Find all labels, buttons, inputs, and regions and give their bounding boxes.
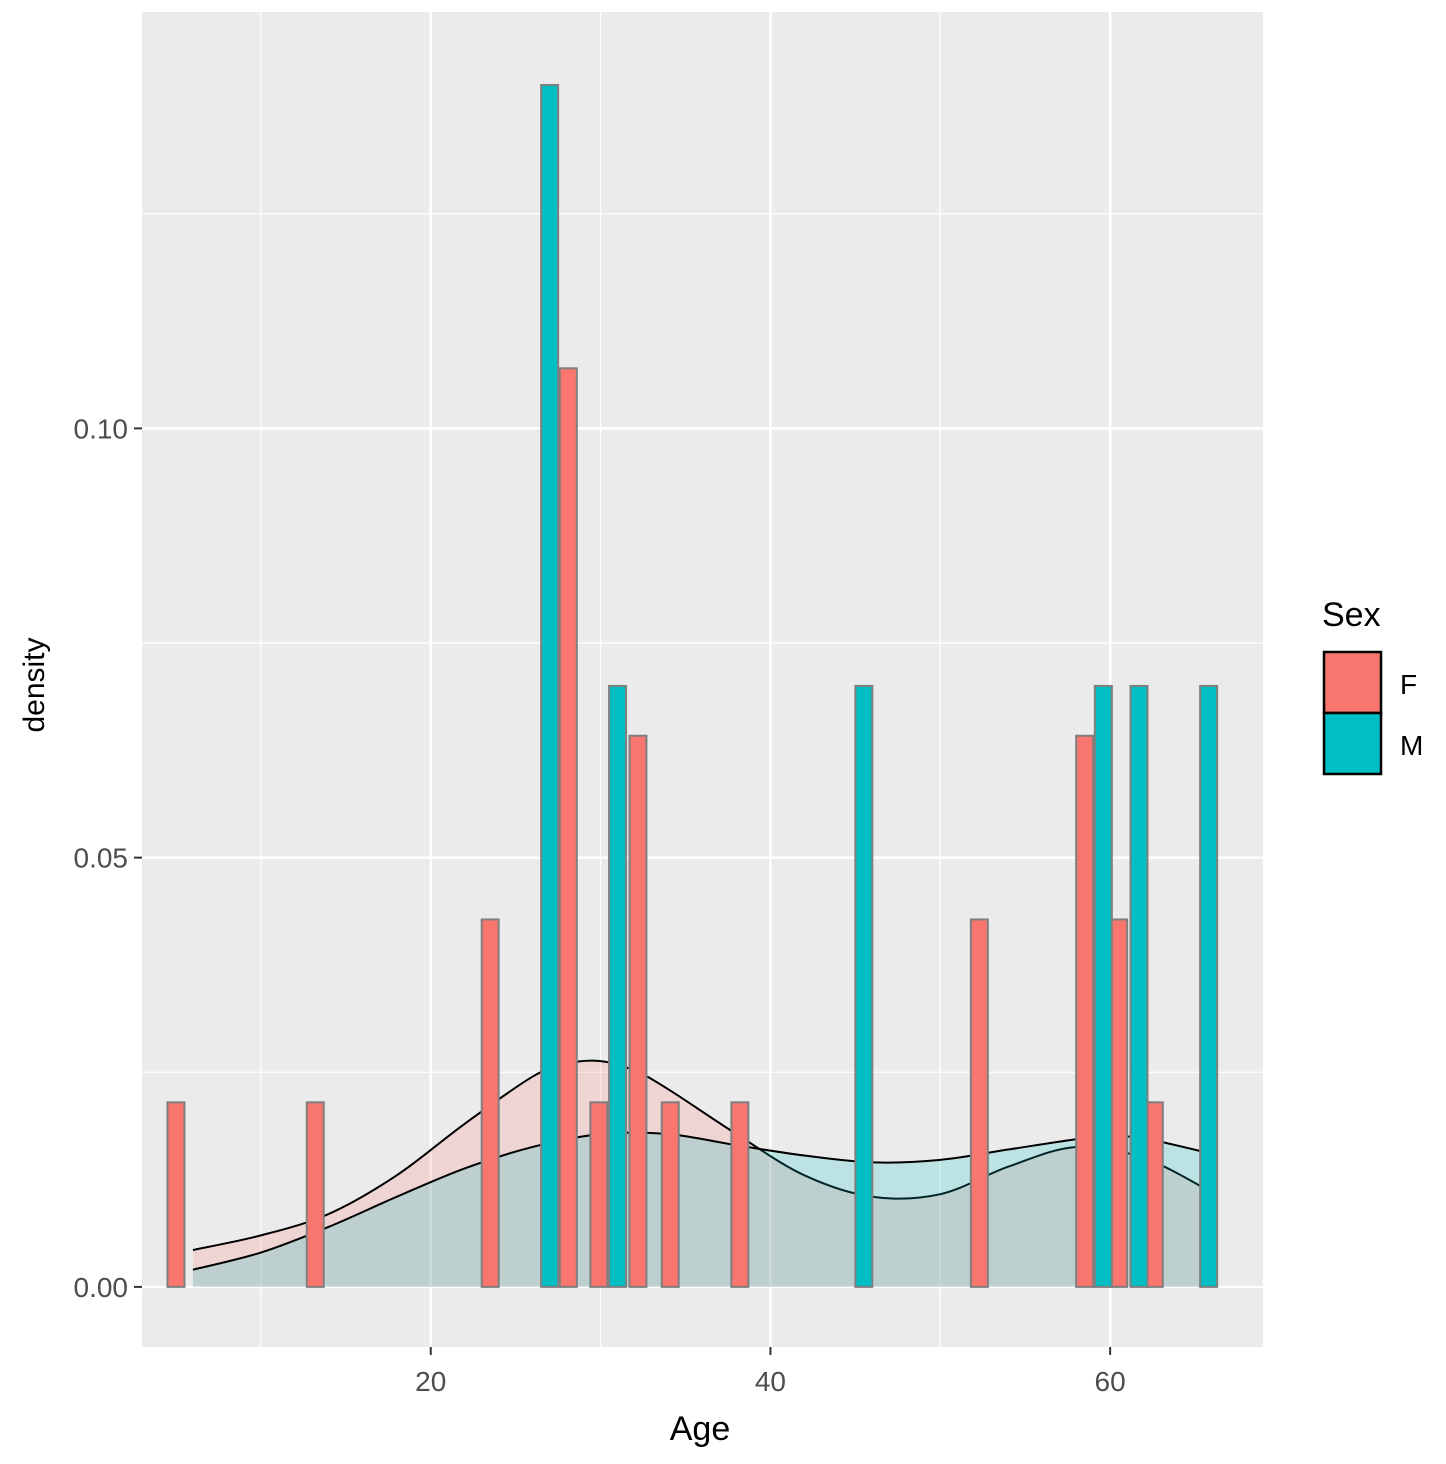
bar-M [608,684,628,1288]
bar-F [166,1101,186,1288]
x-axis-title: Age [670,1410,731,1448]
density-area-M [192,1132,1213,1287]
bar-M [540,83,560,1288]
x-tick-label: 40 [755,1366,786,1397]
density-line-F [192,1059,1213,1251]
density-curves [192,1059,1213,1287]
bar-F [305,1101,325,1288]
bar-M [1199,684,1219,1288]
bar-F [558,367,578,1288]
legend-title: Sex [1322,596,1381,634]
y-axis-title: density [18,637,51,732]
bar-F [660,1101,680,1288]
bar-M [1093,684,1113,1288]
legend-keys: FM [1322,650,1423,776]
axes: 20 40 60 0.00 0.05 0.10 [74,413,1126,1397]
legend-key-M [1322,711,1383,776]
density-area-F [192,1060,1213,1287]
histogram-bars [166,83,1219,1288]
legend-key-F [1322,650,1383,715]
bar-M [854,684,874,1288]
bar-M [1129,684,1149,1288]
legend-label-M: M [1400,730,1423,761]
bar-F [480,918,500,1288]
y-tick-label: 0.05 [74,843,129,874]
bar-F [628,734,648,1288]
y-tick-label: 0.00 [74,1272,129,1303]
y-tick-label: 0.10 [74,413,129,444]
legend-label-F: F [1400,669,1417,700]
x-tick-label: 60 [1095,1366,1126,1397]
bar-F [1075,734,1095,1288]
bar-F [969,918,989,1288]
x-tick-label: 20 [415,1366,446,1397]
bar-F [589,1101,609,1288]
bar-F [730,1101,750,1288]
legend: Sex FM [1322,596,1423,776]
